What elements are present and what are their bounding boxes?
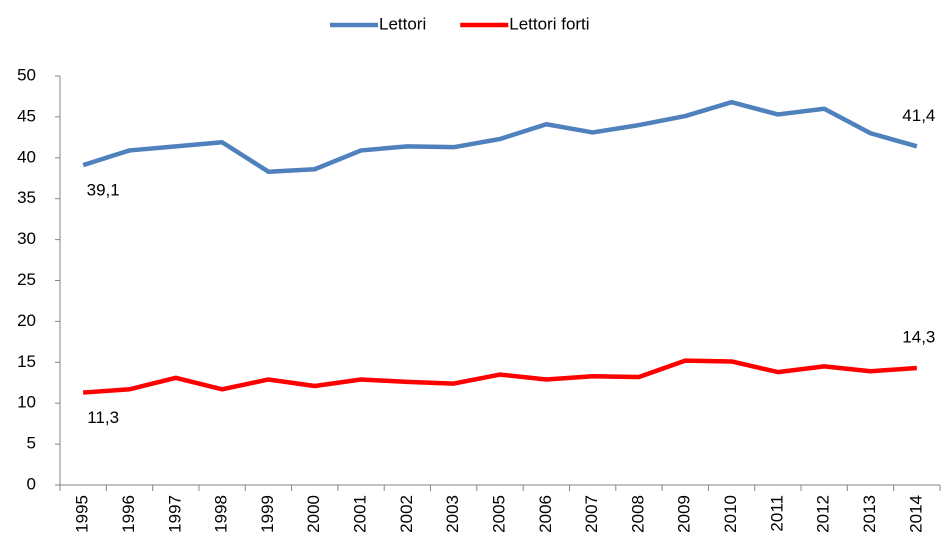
data-label: 41,4	[902, 106, 935, 125]
x-tick-label: 1998	[212, 495, 231, 533]
y-tick-label: 5	[27, 434, 36, 453]
x-tick-label: 2013	[860, 495, 879, 533]
x-tick-label: 2002	[397, 495, 416, 533]
x-tick-label: 2003	[443, 495, 462, 533]
y-tick-label: 45	[17, 106, 36, 125]
series-line	[82, 99, 918, 174]
data-label: 11,3	[87, 408, 119, 427]
y-tick-label: 50	[17, 65, 36, 84]
y-tick-label: 20	[17, 311, 36, 330]
x-tick-label: 1996	[119, 495, 138, 533]
x-tick-label: 2012	[814, 495, 833, 533]
x-tick-label: 2000	[304, 495, 323, 533]
y-tick-label: 0	[27, 474, 36, 493]
y-tick-label: 30	[17, 229, 36, 248]
y-tick-label: 40	[17, 147, 36, 166]
legend-label: Lettori	[379, 14, 426, 33]
data-label: 14,3	[902, 328, 935, 347]
y-tick-label: 10	[17, 393, 36, 412]
x-tick-label: 2014	[906, 495, 925, 533]
legend-label: Lettori forti	[509, 14, 589, 33]
x-tick-label: 2010	[721, 495, 740, 533]
x-tick-label: 2008	[628, 495, 647, 533]
x-tick-label: 2011	[767, 495, 786, 532]
x-tick-label: 2006	[536, 495, 555, 533]
x-tick-label: 1999	[258, 495, 277, 533]
data-label: 39,1	[87, 181, 120, 200]
x-tick-label: 2001	[351, 495, 370, 533]
x-tick-label: 2007	[582, 495, 601, 533]
series-line	[82, 358, 918, 395]
x-tick-label: 2005	[489, 495, 508, 533]
x-tick-label: 1995	[73, 495, 92, 533]
x-tick-label: 1997	[165, 495, 184, 533]
y-tick-label: 35	[17, 188, 36, 207]
x-tick-label: 2009	[675, 495, 694, 533]
y-tick-label: 15	[17, 352, 36, 371]
y-tick-label: 25	[17, 270, 36, 289]
